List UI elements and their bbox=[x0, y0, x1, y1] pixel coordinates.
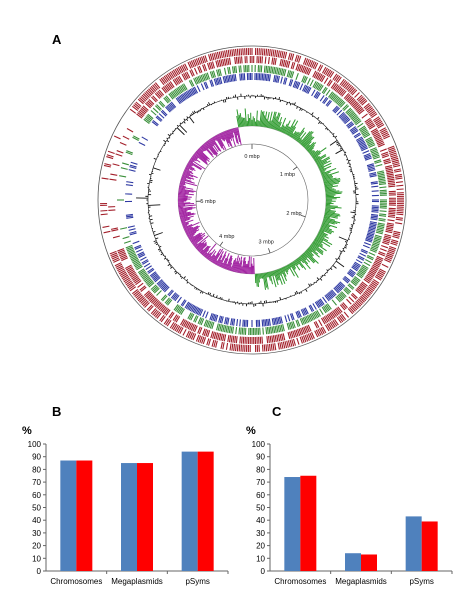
y-tick-label: 10 bbox=[32, 554, 41, 563]
x-tick-label: pSyms bbox=[185, 577, 209, 586]
y-tick-label: 100 bbox=[28, 440, 42, 449]
gc-skew-track bbox=[177, 108, 343, 290]
bar-megaplasmids-series-2 bbox=[137, 463, 153, 571]
y-tick-label: 0 bbox=[37, 567, 42, 576]
scale-tick bbox=[268, 248, 271, 254]
bar-megaplasmids-series-2 bbox=[361, 554, 377, 571]
y-tick-label: 50 bbox=[256, 504, 265, 513]
y-tick-label: 0 bbox=[261, 567, 266, 576]
y-tick-label: 30 bbox=[256, 529, 265, 538]
y-tick-label: 60 bbox=[256, 491, 265, 500]
x-tick-label: pSyms bbox=[409, 577, 433, 586]
bar-megaplasmids-series-1 bbox=[345, 553, 361, 571]
scale-label: 2 mbp bbox=[286, 211, 301, 217]
y-tick-label: 20 bbox=[256, 542, 265, 551]
y-tick-label: 50 bbox=[32, 504, 41, 513]
y-tick-label: 40 bbox=[256, 516, 265, 525]
bar-chromosomes-series-2 bbox=[76, 460, 93, 571]
feature-track-outer-forward bbox=[100, 48, 404, 352]
scale-tick bbox=[219, 241, 224, 247]
y-tick-label: 40 bbox=[32, 516, 41, 525]
outer-scale-circle bbox=[97, 45, 407, 355]
bar-psyms-series-2 bbox=[421, 521, 438, 571]
scale-tick bbox=[300, 214, 306, 218]
bar-chromosomes-series-1 bbox=[60, 460, 77, 571]
bar-psyms-series-1 bbox=[181, 451, 198, 571]
y-tick-label: 80 bbox=[256, 465, 265, 474]
y-tick-label: 70 bbox=[32, 478, 41, 487]
bar-chromosomes-series-2 bbox=[300, 475, 317, 571]
bar-psyms-series-2 bbox=[197, 451, 214, 571]
scale-label: 1 mbp bbox=[280, 172, 295, 178]
x-tick-label: Megaplasmids bbox=[335, 577, 387, 586]
feature-track-blue bbox=[125, 73, 379, 327]
scale-label: 3 mbp bbox=[259, 240, 274, 246]
feature-track-outer-reverse bbox=[108, 56, 396, 344]
y-tick-label: 60 bbox=[32, 491, 41, 500]
panel-a-label: A bbox=[52, 32, 62, 47]
x-tick-label: Chromosomes bbox=[50, 577, 102, 586]
x-tick-label: Chromosomes bbox=[274, 577, 326, 586]
y-axis-label: % bbox=[246, 425, 256, 437]
bar-chart-b: % 0 10 20 30 40 50 60 70 80 90 100 Chromosomes Megapl… bbox=[22, 425, 229, 586]
panel-c-label: C bbox=[272, 404, 282, 419]
circular-genome-map: 0 mbp 1 mbp 2 mbp 3 mbp 4 mbp 5 mbp bbox=[97, 45, 407, 355]
bar-psyms-series-1 bbox=[405, 516, 422, 571]
y-tick-label: 10 bbox=[256, 554, 265, 563]
bar-chart-c: % 0 10 20 30 40 50 60 70 80 90 100 Chromosomes Megapl… bbox=[246, 425, 453, 586]
bar-chromosomes-series-1 bbox=[284, 477, 301, 571]
x-tick-label: Megaplasmids bbox=[111, 577, 163, 586]
y-tick-label: 30 bbox=[32, 529, 41, 538]
bar-megaplasmids-series-1 bbox=[121, 463, 137, 571]
y-tick-label: 20 bbox=[32, 542, 41, 551]
y-tick-label: 80 bbox=[32, 465, 41, 474]
scale-tick bbox=[292, 166, 298, 171]
panel-b-label: B bbox=[52, 404, 62, 419]
scale-label: 4 mbp bbox=[219, 234, 234, 240]
scale-label: 0 mbp bbox=[244, 154, 259, 160]
y-tick-label: 90 bbox=[32, 453, 41, 462]
y-tick-label: 100 bbox=[252, 440, 266, 449]
y-axis-label: % bbox=[22, 425, 32, 437]
feature-track-green bbox=[117, 65, 387, 335]
gc-content-track bbox=[136, 93, 359, 307]
y-tick-label: 70 bbox=[256, 478, 265, 487]
y-tick-label: 90 bbox=[256, 453, 265, 462]
scale-label: 5 mbp bbox=[200, 199, 215, 205]
